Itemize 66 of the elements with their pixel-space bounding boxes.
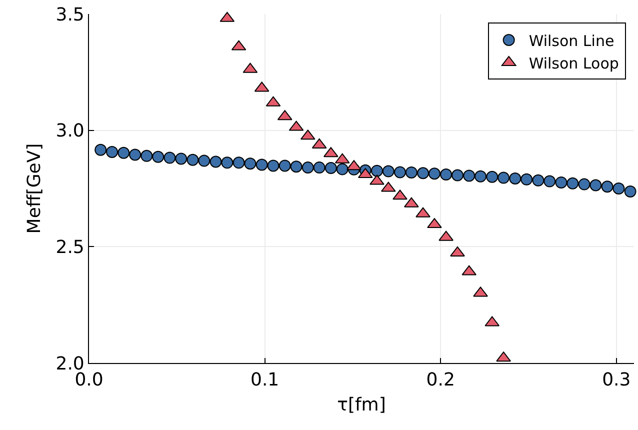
point xyxy=(566,177,579,190)
point xyxy=(544,175,556,188)
point xyxy=(404,197,419,208)
legend-label: Wilson Line xyxy=(528,32,614,50)
y-axis-title: Meff[GeV] xyxy=(24,143,45,234)
point xyxy=(392,190,408,200)
point xyxy=(106,146,118,158)
point xyxy=(290,160,302,173)
point xyxy=(427,218,442,228)
x-axis-title: τ[fm] xyxy=(337,394,386,416)
point xyxy=(405,166,418,178)
point xyxy=(438,230,454,241)
point xyxy=(555,176,568,188)
point xyxy=(198,154,210,167)
point xyxy=(232,156,245,169)
point xyxy=(382,165,394,178)
x-tick-label: 0.3 xyxy=(602,370,631,391)
point xyxy=(463,170,476,182)
point xyxy=(601,180,614,193)
point xyxy=(496,352,511,362)
x-tick-label: 0.1 xyxy=(250,370,280,391)
point xyxy=(221,156,234,169)
point xyxy=(578,178,590,190)
point xyxy=(509,172,522,184)
point xyxy=(118,146,130,159)
legend-label: Wilson Loop xyxy=(528,54,619,72)
point xyxy=(394,166,406,178)
point xyxy=(313,162,326,174)
point xyxy=(624,186,636,198)
point xyxy=(416,207,430,218)
point xyxy=(370,164,383,177)
point xyxy=(186,154,199,166)
point xyxy=(590,179,602,192)
point xyxy=(370,174,384,185)
y-tick-label: 3.0 xyxy=(56,120,84,142)
point xyxy=(278,160,291,172)
point xyxy=(94,144,107,156)
point xyxy=(486,170,498,183)
x-tick-label: 0.0 xyxy=(74,370,104,391)
point xyxy=(152,150,164,163)
point xyxy=(417,167,430,180)
point xyxy=(336,163,348,176)
point xyxy=(175,152,188,165)
point xyxy=(532,174,544,186)
point xyxy=(473,286,488,297)
x-tick-label: 0.2 xyxy=(426,370,455,391)
point xyxy=(498,172,510,184)
point xyxy=(474,170,487,182)
point xyxy=(210,156,222,168)
point xyxy=(244,158,256,170)
point xyxy=(140,150,153,162)
point xyxy=(129,148,142,161)
point xyxy=(256,158,268,171)
point xyxy=(440,168,452,181)
point xyxy=(346,160,362,170)
y-tick-label: 2.5 xyxy=(56,236,84,258)
y-tick-label: 3.5 xyxy=(56,4,84,26)
point xyxy=(428,168,440,180)
point xyxy=(164,152,176,164)
point xyxy=(612,182,625,194)
point xyxy=(267,160,280,172)
point xyxy=(520,173,533,186)
point xyxy=(324,162,337,174)
point xyxy=(302,162,314,174)
point xyxy=(450,246,465,256)
point xyxy=(451,169,464,182)
